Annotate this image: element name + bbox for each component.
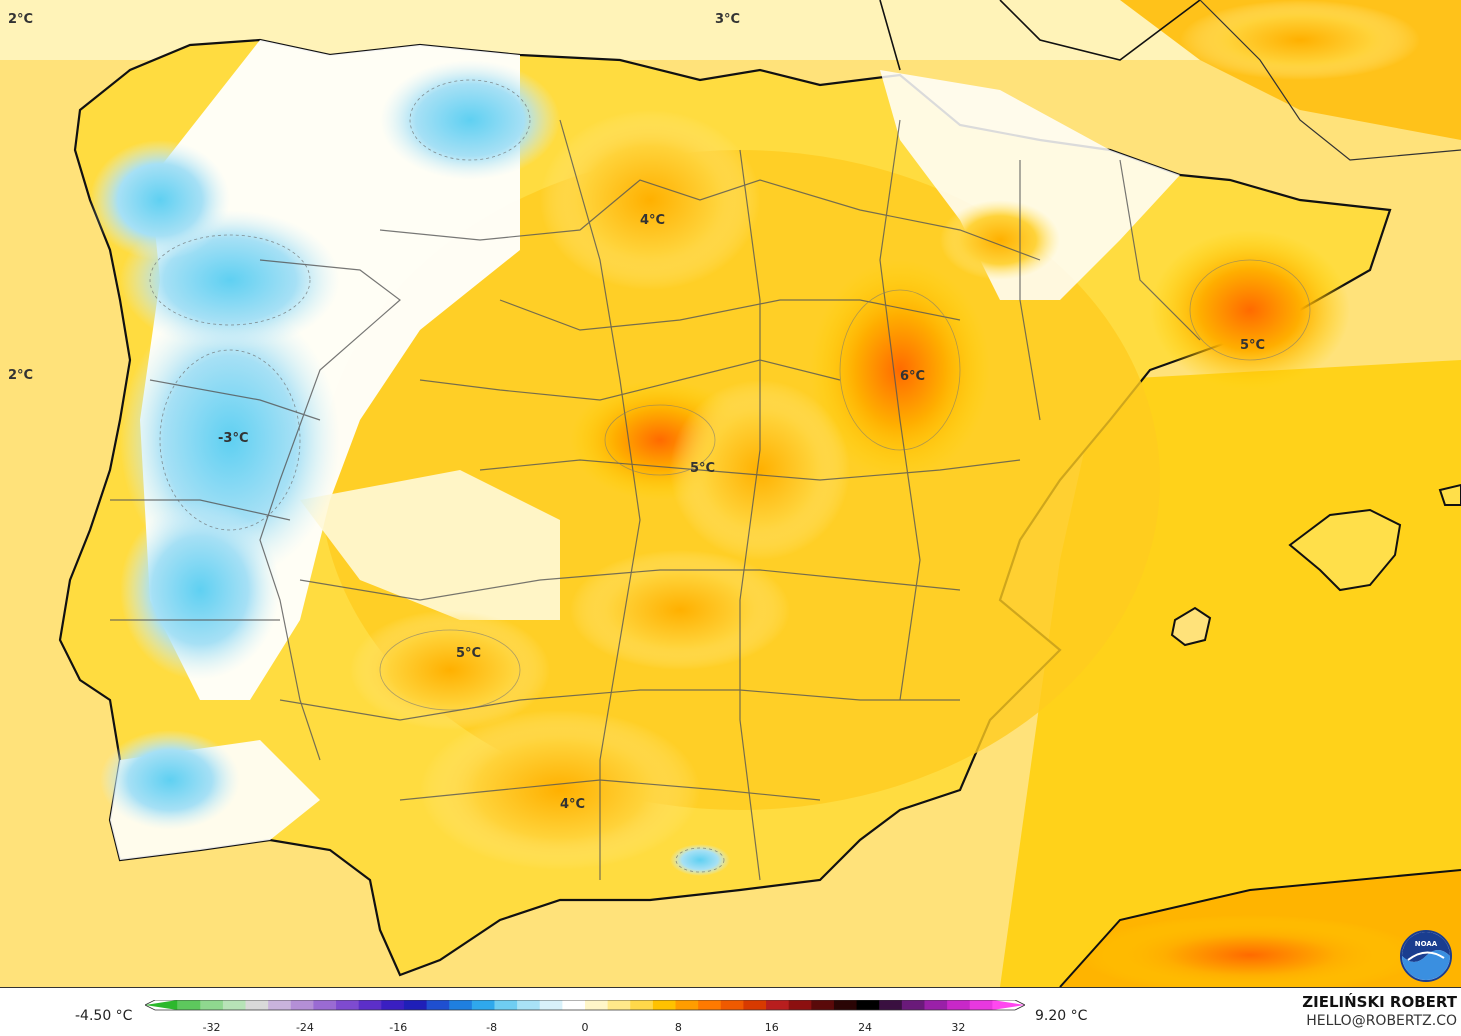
contour-lines <box>149 79 725 873</box>
colorbar-segment <box>403 1000 428 1010</box>
temperature-map: 2°C 3°C 2°C 4°C 6°C 5°C -3°C 5°C 5°C 4°C… <box>0 0 1461 987</box>
colorbar-segment <box>245 1000 269 1010</box>
brand-name: ZIELIŃSKI ROBERT <box>1302 993 1457 1011</box>
france-coastline <box>879 0 1201 71</box>
colorbar-segment <box>630 1000 654 1010</box>
brand-email: HELLO@ROBERTZ.CO <box>1306 1013 1457 1029</box>
colorbar-segment <box>381 1000 405 1010</box>
legend-tick-label: 8 <box>674 1021 682 1034</box>
colorbar-segment <box>833 1000 858 1010</box>
colorbar-segment <box>992 1000 1025 1010</box>
legend-tick-label: -24 <box>295 1021 314 1034</box>
legend-tick-label: -32 <box>202 1021 221 1034</box>
hot-core-aragon <box>810 260 990 480</box>
colorbar-segment <box>675 1000 699 1010</box>
label-2c-west: 2°C <box>8 368 34 383</box>
colorbar-outline <box>145 1000 1025 1011</box>
colorbar-segment <box>145 1000 178 1010</box>
warm-core-extremadura <box>350 610 550 730</box>
label-4c-andalusia: 4°C <box>560 797 586 812</box>
pale-region-north <box>880 70 1180 300</box>
legend-tick-label: 32 <box>951 1021 966 1034</box>
colorbar-segment <box>924 1000 948 1010</box>
colorbar-segment <box>562 1000 586 1010</box>
colorbar-segment <box>585 1000 609 1010</box>
colorbar-segment <box>720 1000 744 1010</box>
colorbar-segment <box>200 1000 224 1010</box>
colorbar-segment <box>290 1000 314 1010</box>
svg-text:NOAA: NOAA <box>1415 940 1438 948</box>
colorbar-segment <box>336 1000 360 1010</box>
color-legend: -4.50 °C -32 -24 -16 -8 0 8 16 24 32 9.20 °C ZIE… <box>0 987 1461 1036</box>
colorbar-segment <box>313 1000 337 1010</box>
colorbar-segment <box>901 1000 925 1010</box>
colorbar-segment <box>426 1000 450 1010</box>
colorbar-segment <box>879 1000 903 1010</box>
colorbar-segment <box>517 1000 541 1010</box>
label-6c-aragon: 6°C <box>900 369 926 384</box>
label-5c-extremadura: 5°C <box>456 646 482 661</box>
map-canvas <box>0 0 1461 987</box>
brand-block: ZIELIŃSKI ROBERT HELLO@ROBERTZ.CO <box>1302 992 1457 1030</box>
ibiza <box>1170 606 1212 647</box>
colorbar-segment <box>811 1000 835 1010</box>
legend-tick-label: 24 <box>858 1021 873 1034</box>
colorbar-segment <box>449 1000 473 1010</box>
colorbar-segment <box>652 1000 677 1010</box>
colorbar-segment <box>471 1000 495 1010</box>
label-3c-top: 3°C <box>715 12 741 27</box>
colorbar-segment <box>766 1000 790 1010</box>
colorbar-segment <box>947 1000 971 1010</box>
legend-tick-label: -8 <box>486 1021 498 1034</box>
legend-tick-label: 0 <box>581 1021 589 1034</box>
africa-coastline <box>1059 869 1461 987</box>
colorbar-segment <box>969 1000 993 1010</box>
colorbar-segment <box>358 1000 382 1010</box>
noaa-logo-icon: NOAA <box>1400 930 1452 982</box>
label-2c-top-left: 2°C <box>8 12 34 27</box>
colorbar-segment <box>222 1000 247 1010</box>
colorbar <box>145 1000 1025 1011</box>
colorbar-segment <box>539 1000 563 1010</box>
legend-tick-label: 16 <box>764 1021 779 1034</box>
label-5c-catalonia: 5°C <box>1240 338 1266 353</box>
colorbar-segment <box>177 1000 201 1010</box>
colorbar-segment <box>698 1000 722 1010</box>
hot-core-catalonia <box>1150 230 1350 390</box>
colorbar-segment <box>856 1000 880 1010</box>
warm-core-andalusia <box>420 710 700 870</box>
label-minus3c-portugal: -3°C <box>218 431 249 446</box>
mallorca <box>1288 508 1402 592</box>
label-5c-madrid: 5°C <box>690 461 716 476</box>
menorca <box>1438 483 1461 506</box>
colorbar-segment <box>607 1000 631 1010</box>
cold-core-asturias <box>380 60 560 180</box>
legend-max-value: 9.20 °C <box>1035 1008 1088 1024</box>
colorbar-segment <box>743 1000 767 1010</box>
legend-tick-label: -16 <box>389 1021 408 1034</box>
colorbar-segment <box>494 1000 518 1010</box>
colorbar-segment <box>268 1000 292 1010</box>
province-borders <box>110 119 1201 881</box>
warm-core-castilla <box>540 110 760 290</box>
colorbar-segment <box>788 1000 812 1010</box>
label-4c-north: 4°C <box>640 213 666 228</box>
legend-min-value: -4.50 °C <box>75 1008 133 1024</box>
